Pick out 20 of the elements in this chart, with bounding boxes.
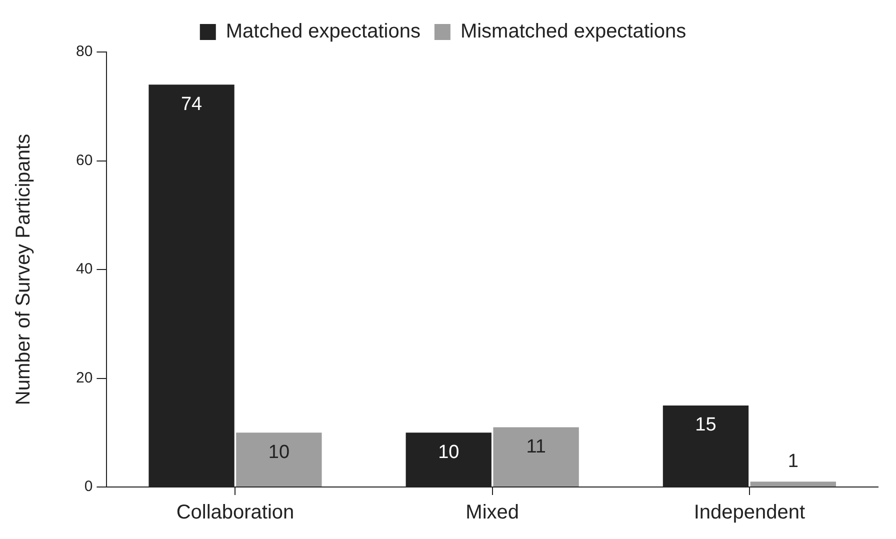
legend-label: Matched expectations	[226, 20, 420, 43]
y-axis-title: Number of Survey Participants	[12, 134, 35, 406]
bar	[236, 432, 322, 486]
data-label: 10	[268, 442, 290, 463]
x-tick-label: Collaboration	[176, 502, 294, 524]
y-tick-label: 20	[76, 369, 93, 386]
legend-label: Mismatched expectations	[460, 20, 686, 43]
y-tick-label: 40	[76, 260, 93, 278]
data-label: 1	[788, 450, 798, 472]
data-label: 10	[438, 442, 460, 463]
y-tick-label: 80	[76, 43, 93, 60]
data-label: 11	[526, 436, 546, 458]
data-label: 15	[695, 414, 716, 436]
data-label: 74	[180, 94, 203, 115]
y-tick-label: 60	[76, 152, 93, 169]
bar	[493, 427, 579, 486]
x-tick-label: Independent	[694, 502, 806, 524]
y-tick-label: 0	[84, 478, 93, 496]
x-tick-label: Mixed	[466, 502, 520, 524]
bar	[750, 482, 836, 486]
